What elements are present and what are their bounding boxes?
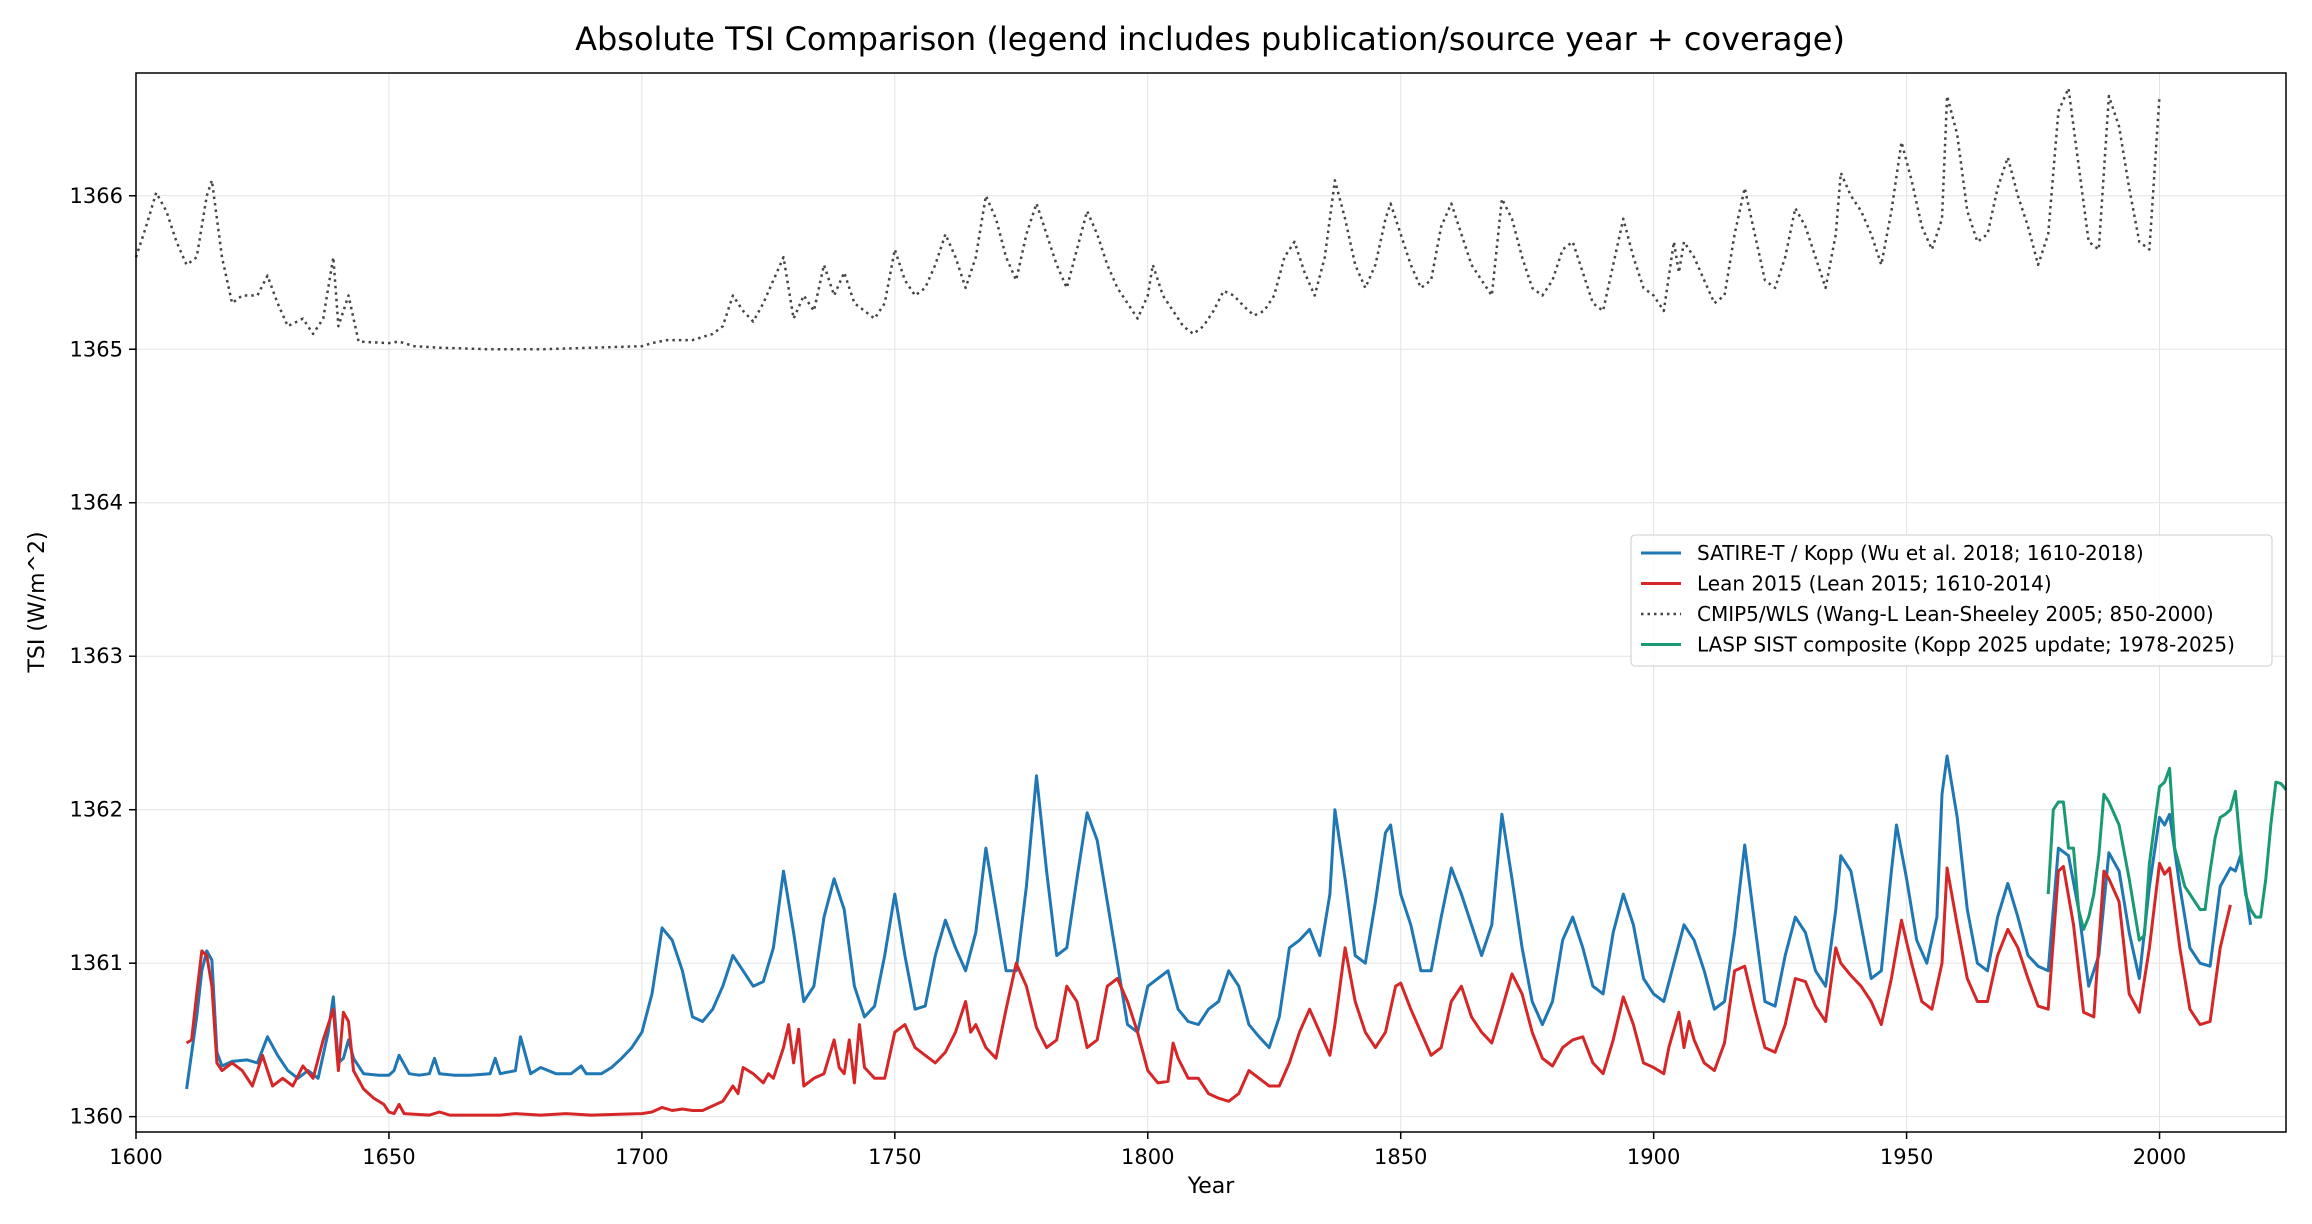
series-line-lean-2015: [185, 861, 2232, 1117]
x-tick-label: 1850: [1374, 1145, 1427, 1169]
series-line-lasp-sist: [2046, 766, 2288, 942]
x-tick-label: 2000: [2133, 1145, 2186, 1169]
y-tick-label: 1362: [70, 798, 123, 822]
x-axis-ticks: 1600 1650 1700 1750 1800 1850 1900 1950 2000: [109, 1132, 2186, 1169]
chart-title: Absolute TSI Comparison (legend includes…: [575, 20, 1845, 58]
legend-entry-lasp-sist: LASP SIST composite (Kopp 2025 update; 1…: [1697, 633, 2235, 657]
plot-frame: [135, 72, 2287, 1133]
y-tick-label: 1365: [70, 337, 123, 361]
series-lines: [134, 87, 2288, 1117]
y-tick-label: 1361: [70, 951, 123, 975]
y-tick-label: 1363: [70, 644, 123, 668]
x-tick-label: 1950: [1880, 1145, 1933, 1169]
legend-entry-cmip5-wls: CMIP5/WLS (Wang-L Lean-Sheeley 2005; 850…: [1697, 602, 2214, 626]
x-tick-label: 1700: [615, 1145, 668, 1169]
y-axis-label: TSI (W/m^2): [25, 531, 50, 673]
y-tick-label: 1364: [70, 491, 123, 515]
x-tick-label: 1600: [109, 1145, 162, 1169]
y-tick-label: 1366: [70, 184, 123, 208]
series-line-satire-t-kopp: [185, 754, 2253, 1090]
x-tick-label: 1800: [1121, 1145, 1174, 1169]
legend-entry-lean-2015: Lean 2015 (Lean 2015; 1610-2014): [1697, 572, 2052, 596]
legend: SATIRE-T / Kopp (Wu et al. 2018; 1610-20…: [1630, 534, 2273, 667]
x-tick-label: 1650: [362, 1145, 415, 1169]
y-axis-ticks: 1360 1361 1362 1363 1364 1365 1366: [70, 184, 136, 1129]
x-axis-label: Year: [1187, 1174, 1236, 1199]
x-tick-label: 1900: [1627, 1145, 1680, 1169]
x-tick-label: 1750: [868, 1145, 921, 1169]
series-line-cmip5-wls: [134, 87, 2161, 351]
legend-entry-satire-t-kopp: SATIRE-T / Kopp (Wu et al. 2018; 1610-20…: [1697, 541, 2144, 565]
y-tick-label: 1360: [70, 1105, 123, 1129]
legend-box: [1630, 534, 2273, 667]
